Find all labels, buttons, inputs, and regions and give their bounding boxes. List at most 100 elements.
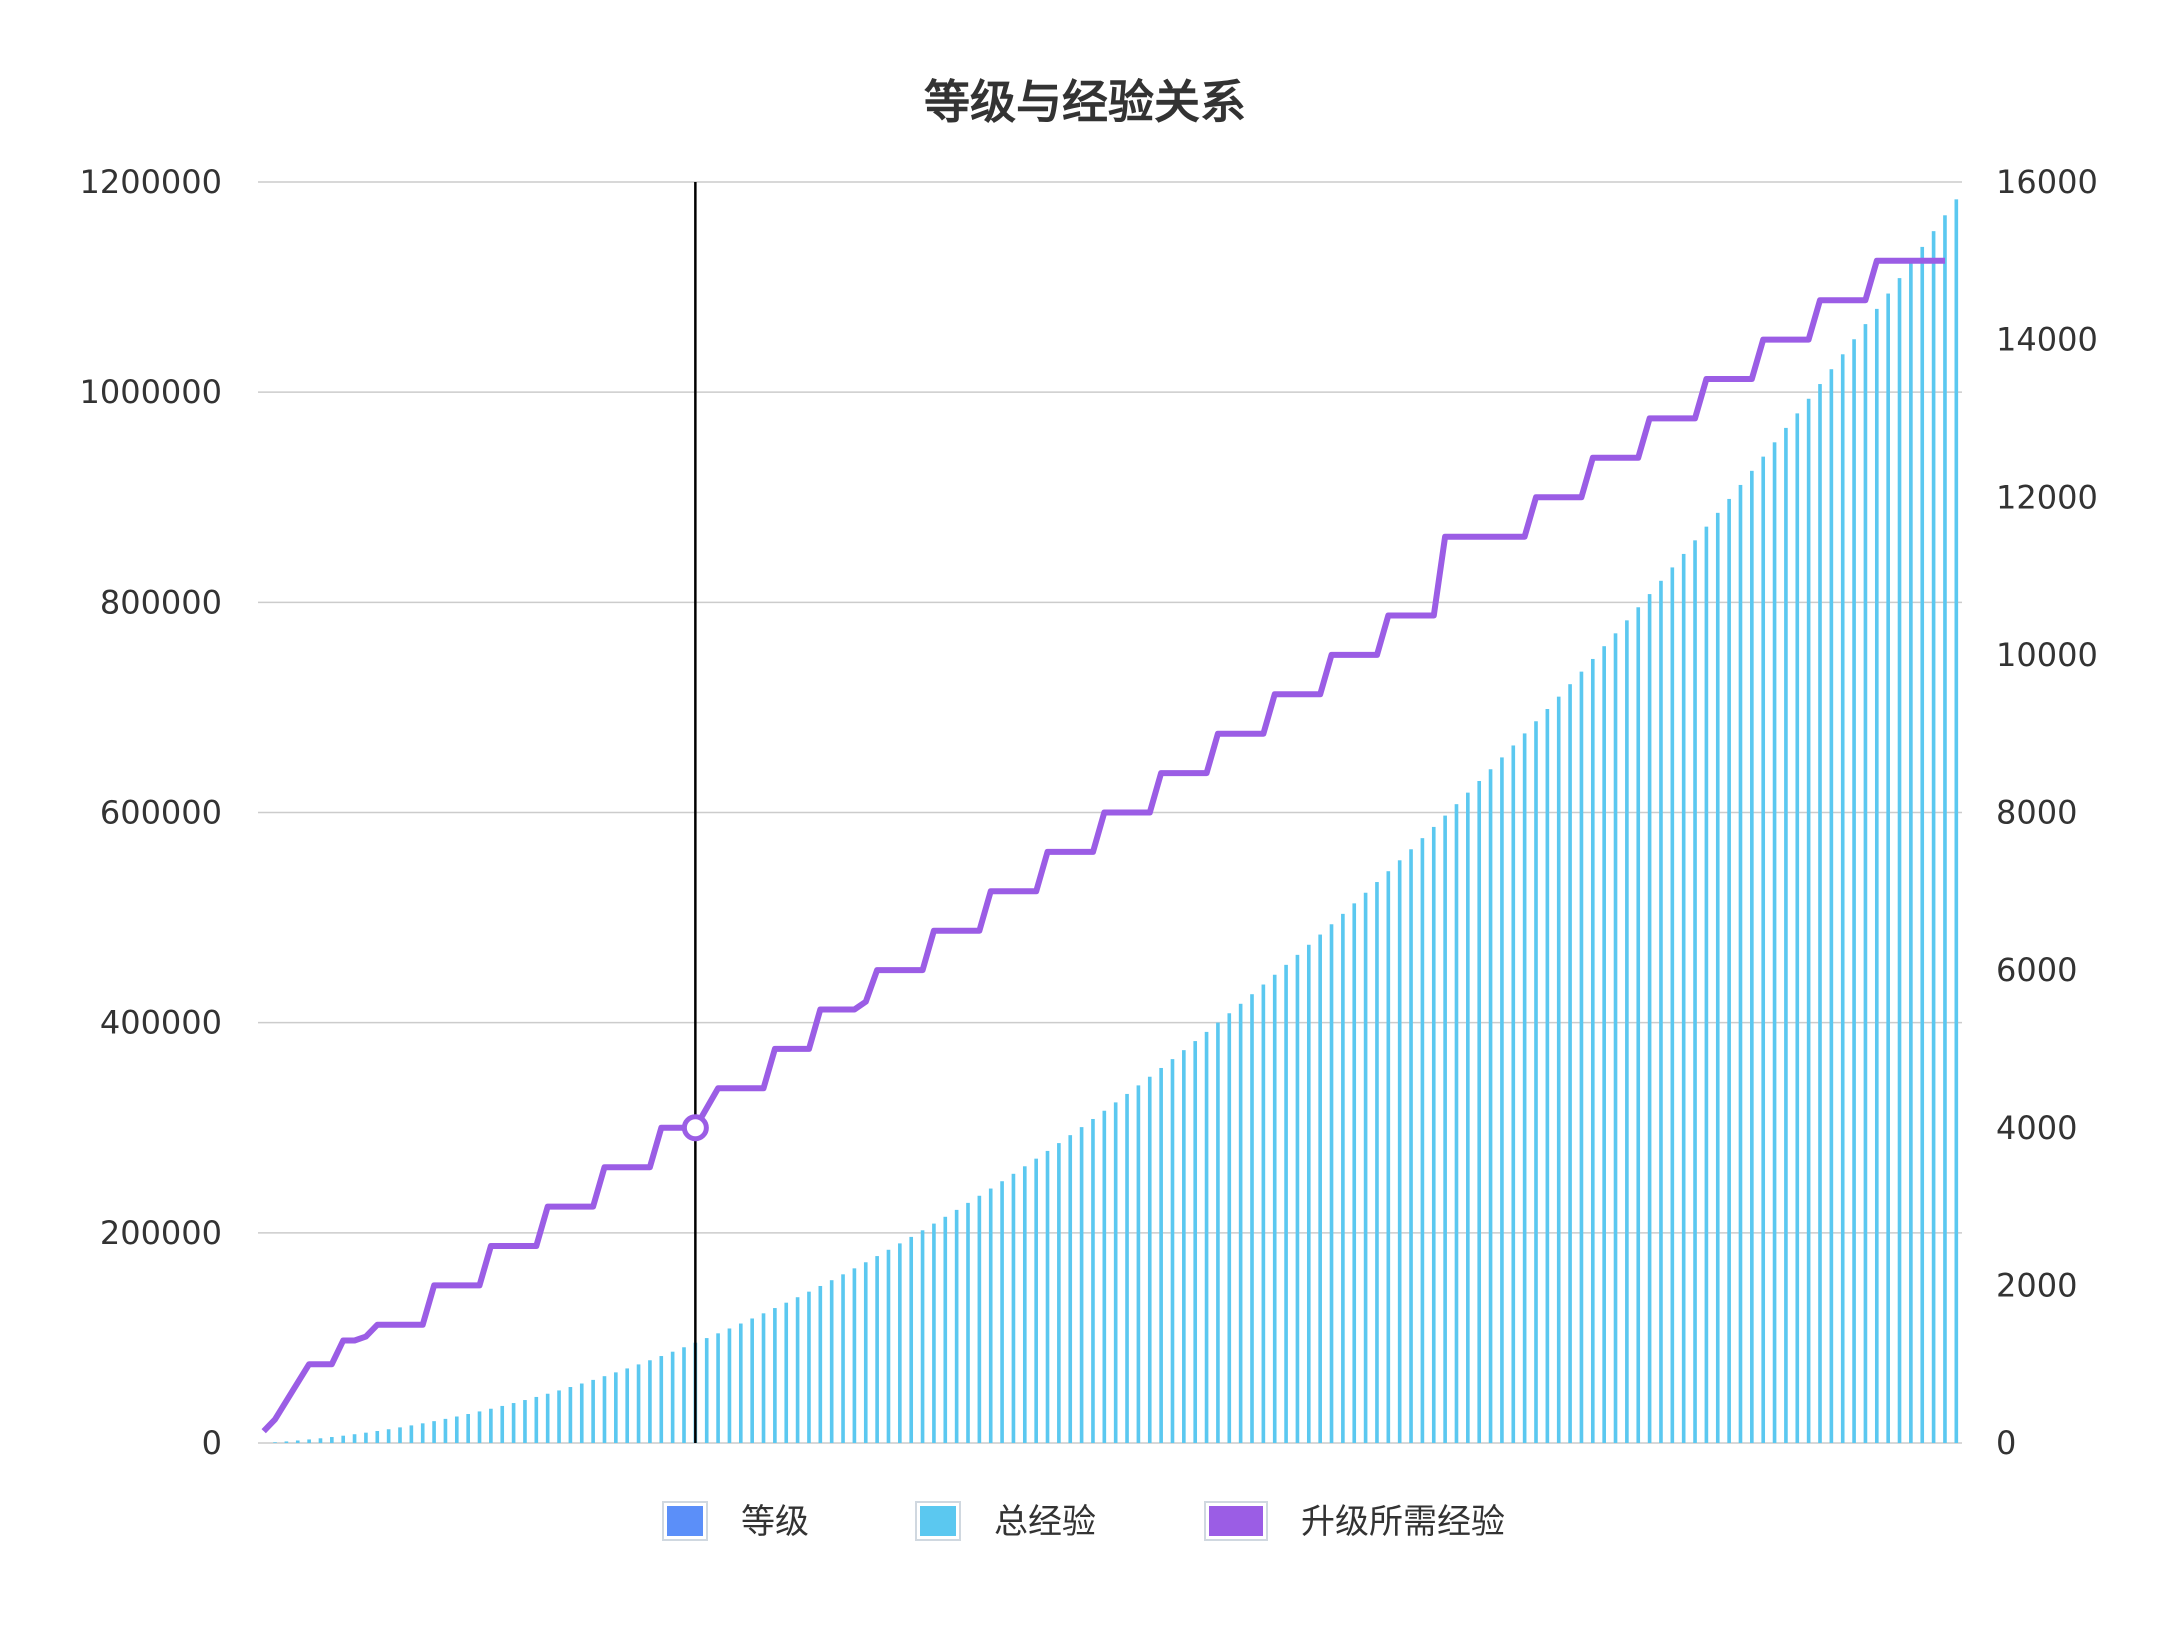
total-exp-bar[interactable]	[1670, 567, 1675, 1443]
total-exp-bar[interactable]	[420, 1423, 425, 1443]
total-exp-bar[interactable]	[909, 1236, 914, 1443]
total-exp-bar[interactable]	[1227, 1013, 1232, 1443]
total-exp-bar[interactable]	[443, 1418, 448, 1443]
total-exp-bar[interactable]	[966, 1202, 970, 1443]
total-exp-bar[interactable]	[386, 1429, 391, 1443]
total-exp-bar[interactable]	[807, 1291, 811, 1443]
total-exp-bar[interactable]	[898, 1243, 902, 1443]
total-exp-bar[interactable]	[1886, 293, 1890, 1443]
total-exp-bar[interactable]	[750, 1318, 754, 1443]
total-exp-bar[interactable]	[1091, 1118, 1095, 1443]
total-exp-bar[interactable]	[1409, 849, 1413, 1443]
total-exp-bar[interactable]	[1159, 1067, 1163, 1443]
total-exp-bar[interactable]	[1306, 944, 1311, 1443]
total-exp-bar[interactable]	[920, 1230, 925, 1443]
total-exp-bar[interactable]	[432, 1421, 436, 1443]
total-exp-bar[interactable]	[977, 1195, 982, 1443]
total-exp-bar[interactable]	[466, 1414, 470, 1443]
total-exp-bar[interactable]	[943, 1216, 948, 1443]
total-exp-bar[interactable]	[1829, 369, 1834, 1443]
total-exp-bar[interactable]	[1522, 733, 1527, 1443]
total-exp-bar[interactable]	[1579, 671, 1584, 1443]
total-exp-bar[interactable]	[1840, 354, 1845, 1444]
total-exp-bar[interactable]	[1488, 769, 1493, 1443]
total-exp-bar[interactable]	[1920, 246, 1925, 1443]
total-exp-bar[interactable]	[284, 1441, 289, 1443]
total-exp-bar[interactable]	[716, 1333, 720, 1443]
total-exp-bar[interactable]	[1647, 594, 1652, 1443]
total-exp-bar[interactable]	[1784, 427, 1788, 1443]
total-exp-bar[interactable]	[1057, 1143, 1061, 1443]
total-exp-bar[interactable]	[682, 1347, 686, 1443]
total-exp-bar[interactable]	[534, 1396, 539, 1443]
total-exp-bar[interactable]	[1352, 903, 1357, 1443]
total-exp-bar[interactable]	[1420, 838, 1425, 1443]
total-exp-bar[interactable]	[1636, 607, 1641, 1443]
total-exp-bar[interactable]	[1704, 526, 1709, 1443]
total-exp-bar[interactable]	[477, 1411, 482, 1443]
total-exp-bar[interactable]	[1079, 1127, 1084, 1443]
total-exp-bar[interactable]	[1715, 512, 1720, 1443]
total-exp-bar[interactable]	[511, 1403, 516, 1443]
hover-point[interactable]	[681, 1114, 709, 1142]
total-exp-bar[interactable]	[1250, 994, 1254, 1443]
total-exp-bar[interactable]	[738, 1323, 743, 1443]
total-exp-bar[interactable]	[1386, 871, 1391, 1443]
total-exp-bar[interactable]	[568, 1387, 573, 1443]
total-exp-bar[interactable]	[1182, 1050, 1186, 1443]
total-exp-bar[interactable]	[1943, 215, 1947, 1443]
total-exp-bar[interactable]	[1625, 620, 1629, 1443]
total-exp-bar[interactable]	[1909, 262, 1913, 1443]
total-exp-bar[interactable]	[1454, 804, 1459, 1443]
total-exp-bar[interactable]	[1738, 484, 1743, 1443]
required-exp-line[interactable]	[261, 257, 1945, 1434]
total-exp-bar[interactable]	[1431, 826, 1436, 1443]
total-exp-bar[interactable]	[1022, 1166, 1027, 1443]
total-exp-bar[interactable]	[795, 1297, 800, 1443]
total-exp-bar[interactable]	[988, 1188, 993, 1443]
total-exp-bar[interactable]	[330, 1437, 334, 1443]
total-exp-bar[interactable]	[1477, 780, 1482, 1443]
total-exp-bar[interactable]	[545, 1393, 550, 1443]
total-exp-bar[interactable]	[364, 1432, 368, 1443]
total-exp-bar[interactable]	[954, 1209, 959, 1443]
total-exp-bar[interactable]	[1295, 954, 1300, 1443]
total-exp-bar[interactable]	[489, 1408, 493, 1443]
total-exp-bar[interactable]	[659, 1356, 664, 1443]
total-exp-bar[interactable]	[1772, 442, 1777, 1443]
total-exp-bar[interactable]	[1045, 1150, 1050, 1443]
total-exp-bar[interactable]	[636, 1364, 641, 1443]
total-exp-bar[interactable]	[761, 1313, 766, 1443]
total-exp-bar[interactable]	[648, 1360, 652, 1443]
total-exp-bar[interactable]	[818, 1285, 823, 1443]
total-exp-bar[interactable]	[1329, 924, 1334, 1443]
total-exp-bar[interactable]	[773, 1308, 777, 1443]
total-exp-bar[interactable]	[1659, 580, 1663, 1443]
total-exp-bar[interactable]	[1863, 324, 1868, 1444]
total-exp-bar[interactable]	[886, 1249, 891, 1443]
total-exp-bar[interactable]	[784, 1302, 789, 1443]
total-exp-bar[interactable]	[454, 1416, 459, 1443]
total-exp-bar[interactable]	[1511, 745, 1516, 1443]
total-exp-bar[interactable]	[1011, 1173, 1016, 1443]
total-exp-bar[interactable]	[500, 1405, 505, 1443]
total-exp-bar[interactable]	[1136, 1085, 1141, 1443]
total-exp-bar[interactable]	[523, 1400, 527, 1443]
total-exp-bar[interactable]	[1954, 199, 1959, 1444]
total-exp-bar[interactable]	[704, 1338, 709, 1443]
total-exp-bar[interactable]	[625, 1368, 630, 1443]
total-exp-bar[interactable]	[318, 1438, 323, 1443]
total-exp-bar[interactable]	[863, 1262, 868, 1443]
total-exp-bar[interactable]	[602, 1376, 607, 1443]
total-exp-bar[interactable]	[1568, 684, 1572, 1443]
total-exp-bar[interactable]	[1761, 456, 1766, 1444]
total-exp-bar[interactable]	[1874, 308, 1879, 1444]
total-exp-bar[interactable]	[579, 1383, 584, 1443]
total-exp-bar[interactable]	[1000, 1181, 1004, 1443]
total-exp-bar[interactable]	[1795, 413, 1800, 1444]
total-exp-bar[interactable]	[1125, 1093, 1129, 1443]
total-exp-bar[interactable]	[1534, 721, 1538, 1443]
total-exp-bar[interactable]	[1272, 974, 1277, 1443]
total-exp-bar[interactable]	[875, 1256, 879, 1443]
total-exp-bar[interactable]	[307, 1439, 311, 1443]
